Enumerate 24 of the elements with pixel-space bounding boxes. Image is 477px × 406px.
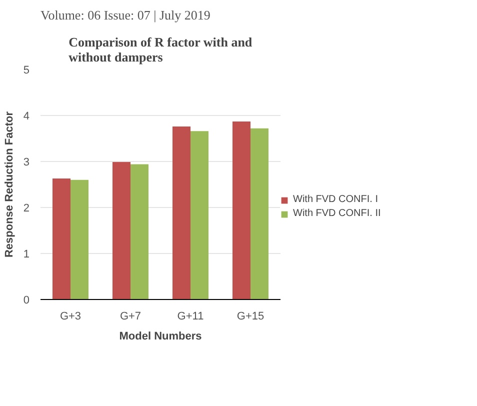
y-tick-label: 2 — [23, 202, 30, 214]
x-tick-label: G+7 — [120, 310, 142, 322]
x-tick-label: G+11 — [177, 310, 204, 322]
x-axis-title: Model Numbers — [119, 330, 202, 342]
x-tick-label: G+3 — [60, 310, 82, 322]
bar — [172, 126, 190, 300]
bar — [190, 131, 208, 300]
bar — [232, 121, 250, 300]
y-tick-label: 4 — [23, 110, 30, 122]
text: Volume: 06 Issue: 07 | July 2019 — [40, 8, 210, 22]
bar — [130, 164, 148, 300]
bar — [52, 178, 70, 300]
bar — [70, 180, 88, 300]
y-tick-label: 3 — [23, 156, 30, 168]
x-tick-label: G+15 — [236, 310, 264, 322]
legend-label: With FVD CONFI. I — [293, 194, 378, 205]
y-axis-title: Response Reduction Factor — [3, 110, 16, 258]
bar — [250, 128, 268, 300]
bar — [112, 162, 130, 300]
y-tick-label: 5 — [23, 64, 30, 76]
legend-label: With FVD CONFI. II — [293, 208, 381, 219]
y-tick-label: 0 — [23, 294, 30, 306]
y-tick-label: 1 — [23, 248, 30, 260]
chart-title: Comparison of R factor with and without dampers — [68, 34, 253, 64]
